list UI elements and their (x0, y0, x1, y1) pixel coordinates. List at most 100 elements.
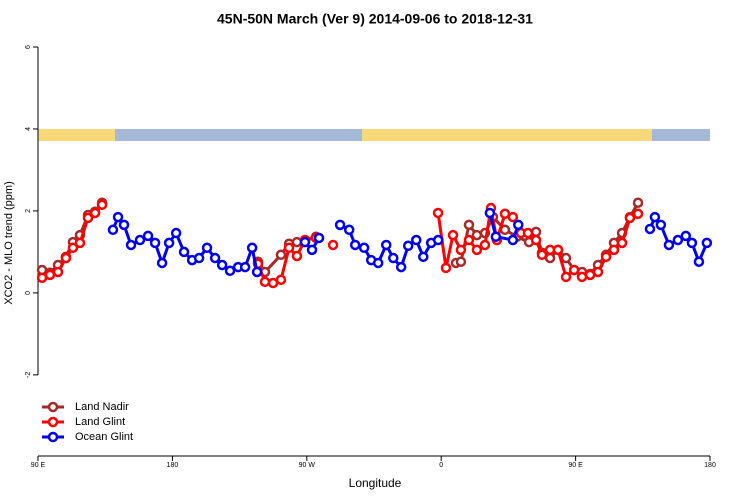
data-point (259, 276, 271, 288)
data-point (560, 271, 572, 283)
data-point (372, 257, 384, 269)
x-axis-label: Longitude (349, 476, 402, 490)
x-tick-label: 0 (439, 462, 443, 469)
x-tick-label: 180 (704, 462, 716, 469)
data-point (380, 239, 392, 251)
x-tick-label: 90 W (299, 462, 316, 469)
data-point (251, 266, 263, 278)
data-point (313, 232, 325, 244)
data-point (246, 242, 258, 254)
data-point (693, 256, 705, 267)
data-point (343, 224, 355, 236)
data-point (544, 252, 556, 264)
data-point (649, 211, 661, 223)
legend-label: Land Nadir (75, 401, 129, 413)
data-point (74, 237, 86, 249)
legend-marker (47, 401, 59, 413)
data-point (239, 261, 251, 273)
data-point (507, 211, 519, 223)
data-point (306, 244, 318, 256)
data-point (568, 264, 580, 276)
data-point (632, 208, 644, 220)
data-point (358, 242, 370, 254)
data-point (299, 236, 311, 248)
data-point (663, 239, 675, 251)
data-point (156, 257, 168, 269)
data-point (118, 219, 130, 231)
data-point (530, 234, 542, 246)
data-point (216, 259, 228, 271)
data-point (193, 252, 205, 264)
data-point (402, 240, 414, 252)
data-point (701, 237, 713, 249)
y-axis-label: XCO2 - MLO trend (ppm) (3, 181, 15, 304)
data-point (632, 197, 644, 208)
data-point (149, 237, 161, 249)
data-point (686, 237, 698, 249)
data-point (163, 237, 175, 249)
data-point (672, 234, 684, 246)
x-tick-label: 180 (167, 462, 179, 469)
data-point (334, 219, 346, 231)
legend-marker (47, 431, 59, 443)
y-tick-label: 2 (25, 209, 32, 213)
data-point (291, 250, 303, 262)
data-point (178, 246, 190, 258)
x-tick-label: 90 E (568, 462, 583, 469)
chart-title: 45N-50N March (Ver 9) 2014-09-06 to 2018… (217, 11, 533, 27)
data-point (52, 266, 64, 278)
data-point (552, 244, 564, 256)
data-point (530, 226, 542, 238)
data-point (592, 266, 604, 278)
data-point (522, 227, 534, 239)
data-point (463, 234, 475, 246)
y-tick-label: 6 (25, 45, 32, 49)
data-point (600, 251, 612, 263)
data-point (432, 207, 444, 219)
data-point (463, 219, 475, 231)
data-point (479, 239, 491, 251)
data-point (134, 234, 146, 246)
data-point (507, 234, 519, 246)
data-point (455, 256, 467, 267)
legend-label: Ocean Glint (75, 431, 133, 443)
data-point (82, 212, 94, 224)
data-point (283, 242, 295, 254)
map-land (38, 129, 115, 141)
data-point (96, 199, 108, 211)
data-point (125, 239, 137, 251)
data-point (142, 230, 154, 242)
data-point (576, 271, 588, 283)
data-point (471, 229, 483, 241)
data-point (224, 265, 236, 277)
data-point (680, 230, 692, 242)
x-tick-label: 90 E (31, 462, 46, 469)
data-point (455, 244, 467, 256)
data-point (471, 244, 483, 256)
legend: Land Nadir Land Glint Ocean Glint (42, 401, 133, 443)
data-point (411, 234, 422, 246)
data-point (107, 224, 119, 236)
data-point (484, 207, 496, 219)
map-strip (38, 129, 710, 141)
data-point (644, 223, 656, 235)
data-point (608, 244, 620, 256)
data-point (536, 249, 548, 261)
data-point (209, 252, 221, 264)
data-point (560, 252, 572, 264)
data-point (291, 236, 303, 248)
data-point (655, 219, 667, 231)
map-land (362, 129, 652, 141)
data-point (201, 242, 213, 254)
legend-marker (47, 416, 59, 428)
data-point (349, 239, 361, 251)
data-point (447, 229, 459, 241)
y-tick-label: 0 (25, 291, 32, 295)
legend-label: Land Glint (75, 416, 125, 428)
data-point (388, 252, 399, 264)
data-point (418, 251, 429, 263)
data-point (624, 212, 636, 224)
data-point (440, 262, 452, 274)
data-point (67, 242, 79, 254)
